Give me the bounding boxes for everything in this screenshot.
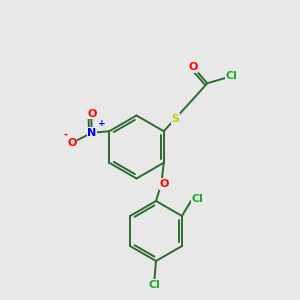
Text: Cl: Cl bbox=[148, 280, 160, 290]
Text: O: O bbox=[67, 138, 76, 148]
Text: Cl: Cl bbox=[192, 194, 203, 204]
Text: O: O bbox=[160, 179, 169, 189]
Text: S: S bbox=[171, 114, 179, 124]
Text: O: O bbox=[87, 109, 97, 118]
Text: Cl: Cl bbox=[226, 71, 238, 81]
Text: O: O bbox=[188, 62, 198, 72]
Text: +: + bbox=[98, 119, 105, 128]
Text: -: - bbox=[64, 130, 68, 140]
Text: N: N bbox=[87, 128, 96, 138]
